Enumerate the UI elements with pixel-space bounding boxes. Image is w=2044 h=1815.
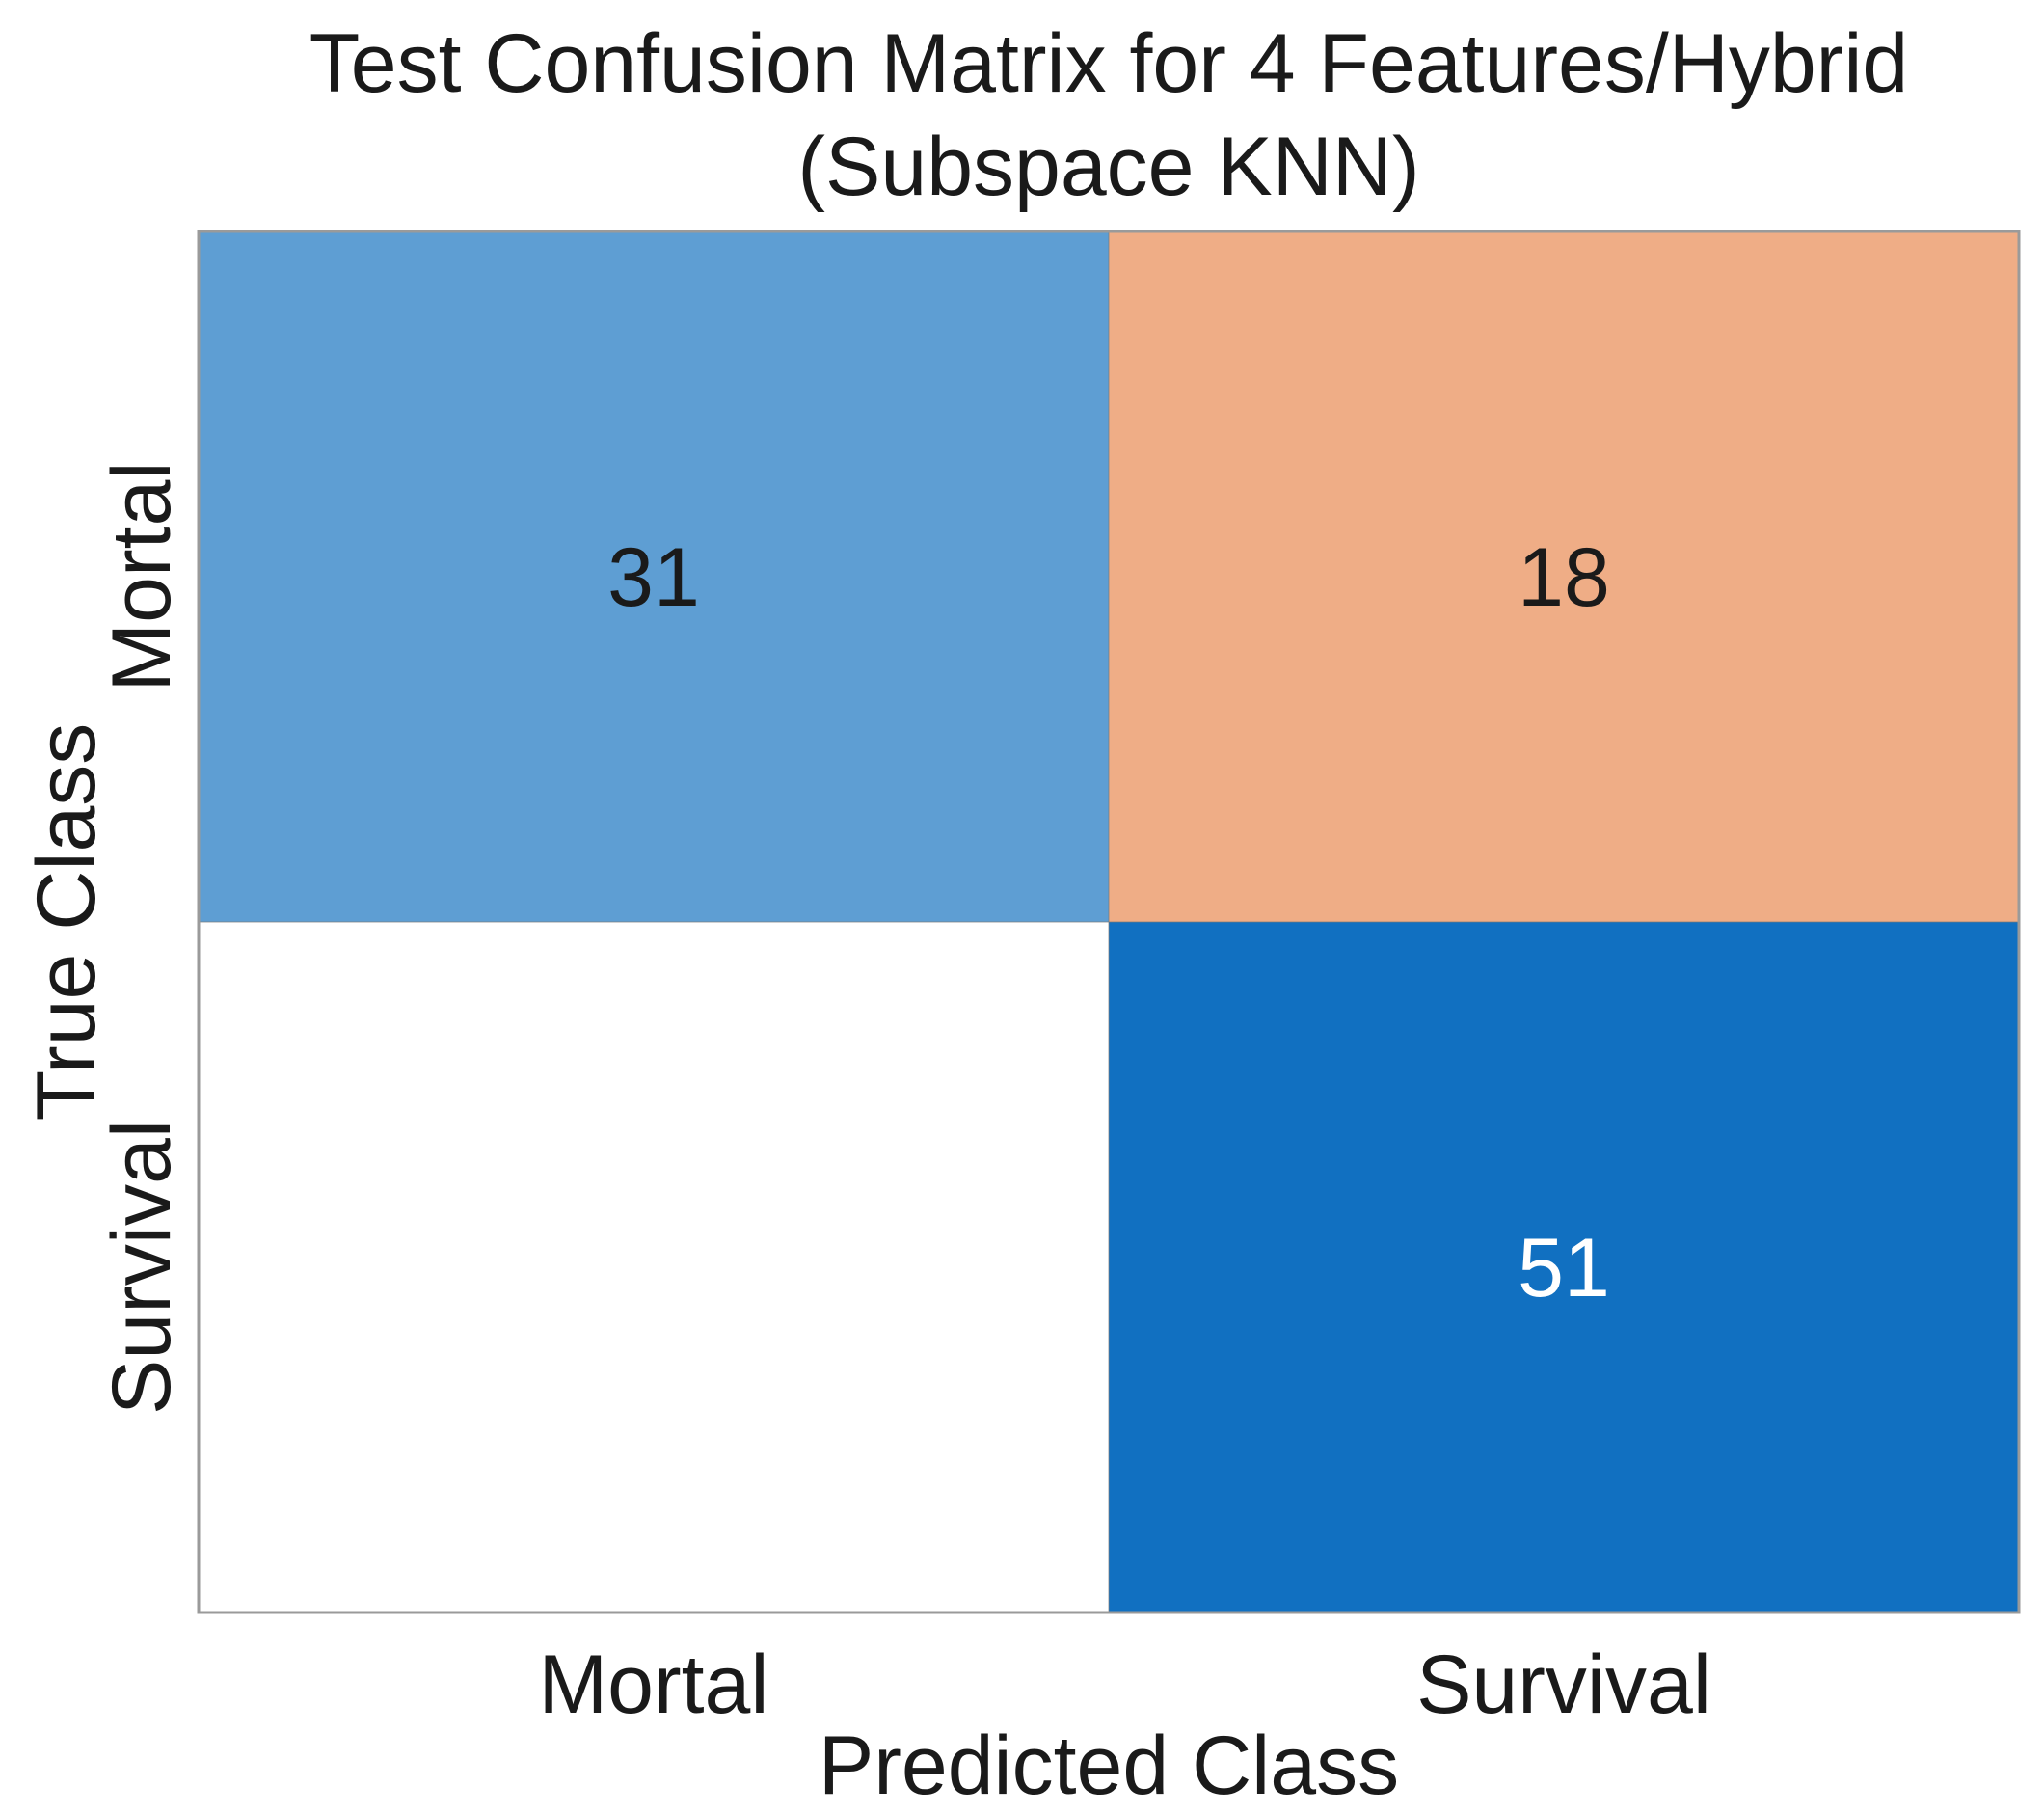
cell-value-1-1: 51 [1518, 1222, 1610, 1314]
matrix-cells: 31 18 51 [199, 231, 2019, 1612]
x-axis-label: Predicted Class [819, 1720, 1399, 1812]
matrix-cell-1-1 [1109, 922, 2019, 1612]
x-tick-label: Mortal [539, 1639, 769, 1731]
matrix-cell-1-0 [199, 922, 1109, 1612]
matrix-cell-0-1 [1109, 231, 2019, 922]
y-tick-labels: Mortal Survival [95, 462, 188, 1415]
cell-value-0-0: 31 [607, 531, 700, 624]
cell-value-0-1: 18 [1518, 531, 1610, 624]
plot-frame [197, 230, 2021, 1614]
y-tick-label: Mortal [95, 462, 188, 692]
chart-subtitle: (Subspace KNN) [797, 121, 1419, 213]
x-tick-label: Survival [1416, 1639, 1711, 1731]
y-tick-label: Survival [95, 1120, 188, 1415]
chart-title: Test Confusion Matrix for 4 Features/Hyb… [309, 17, 1909, 110]
x-tick-labels: Mortal Survival [539, 1639, 1711, 1731]
y-axis-label: True Class [20, 723, 113, 1122]
matrix-cell-0-0 [199, 231, 1109, 922]
